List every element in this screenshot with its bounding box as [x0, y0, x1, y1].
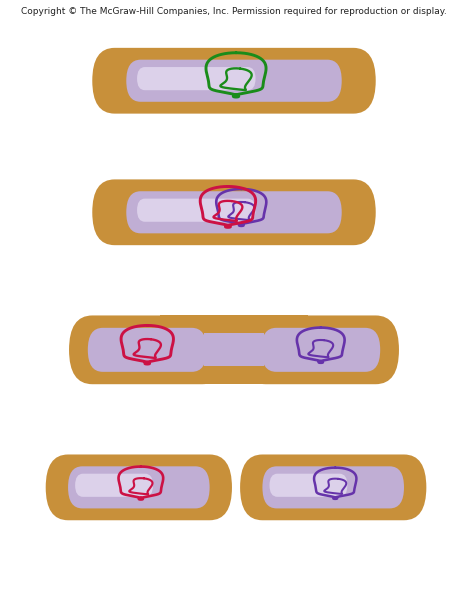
- FancyBboxPatch shape: [240, 454, 426, 520]
- FancyBboxPatch shape: [92, 48, 376, 114]
- FancyBboxPatch shape: [88, 328, 207, 372]
- FancyBboxPatch shape: [68, 466, 210, 508]
- Text: Copyright © The McGraw-Hill Companies, Inc. Permission required for reproduction: Copyright © The McGraw-Hill Companies, I…: [21, 7, 447, 16]
- FancyBboxPatch shape: [126, 191, 342, 233]
- FancyBboxPatch shape: [126, 60, 342, 102]
- FancyBboxPatch shape: [242, 316, 399, 385]
- FancyBboxPatch shape: [46, 454, 232, 520]
- FancyBboxPatch shape: [137, 67, 256, 90]
- Bar: [204, 333, 264, 367]
- FancyBboxPatch shape: [261, 328, 380, 372]
- FancyBboxPatch shape: [263, 466, 404, 508]
- FancyBboxPatch shape: [137, 199, 256, 222]
- FancyBboxPatch shape: [92, 179, 376, 245]
- FancyBboxPatch shape: [69, 316, 226, 385]
- Bar: [160, 316, 308, 385]
- FancyBboxPatch shape: [270, 474, 347, 497]
- FancyBboxPatch shape: [75, 474, 153, 497]
